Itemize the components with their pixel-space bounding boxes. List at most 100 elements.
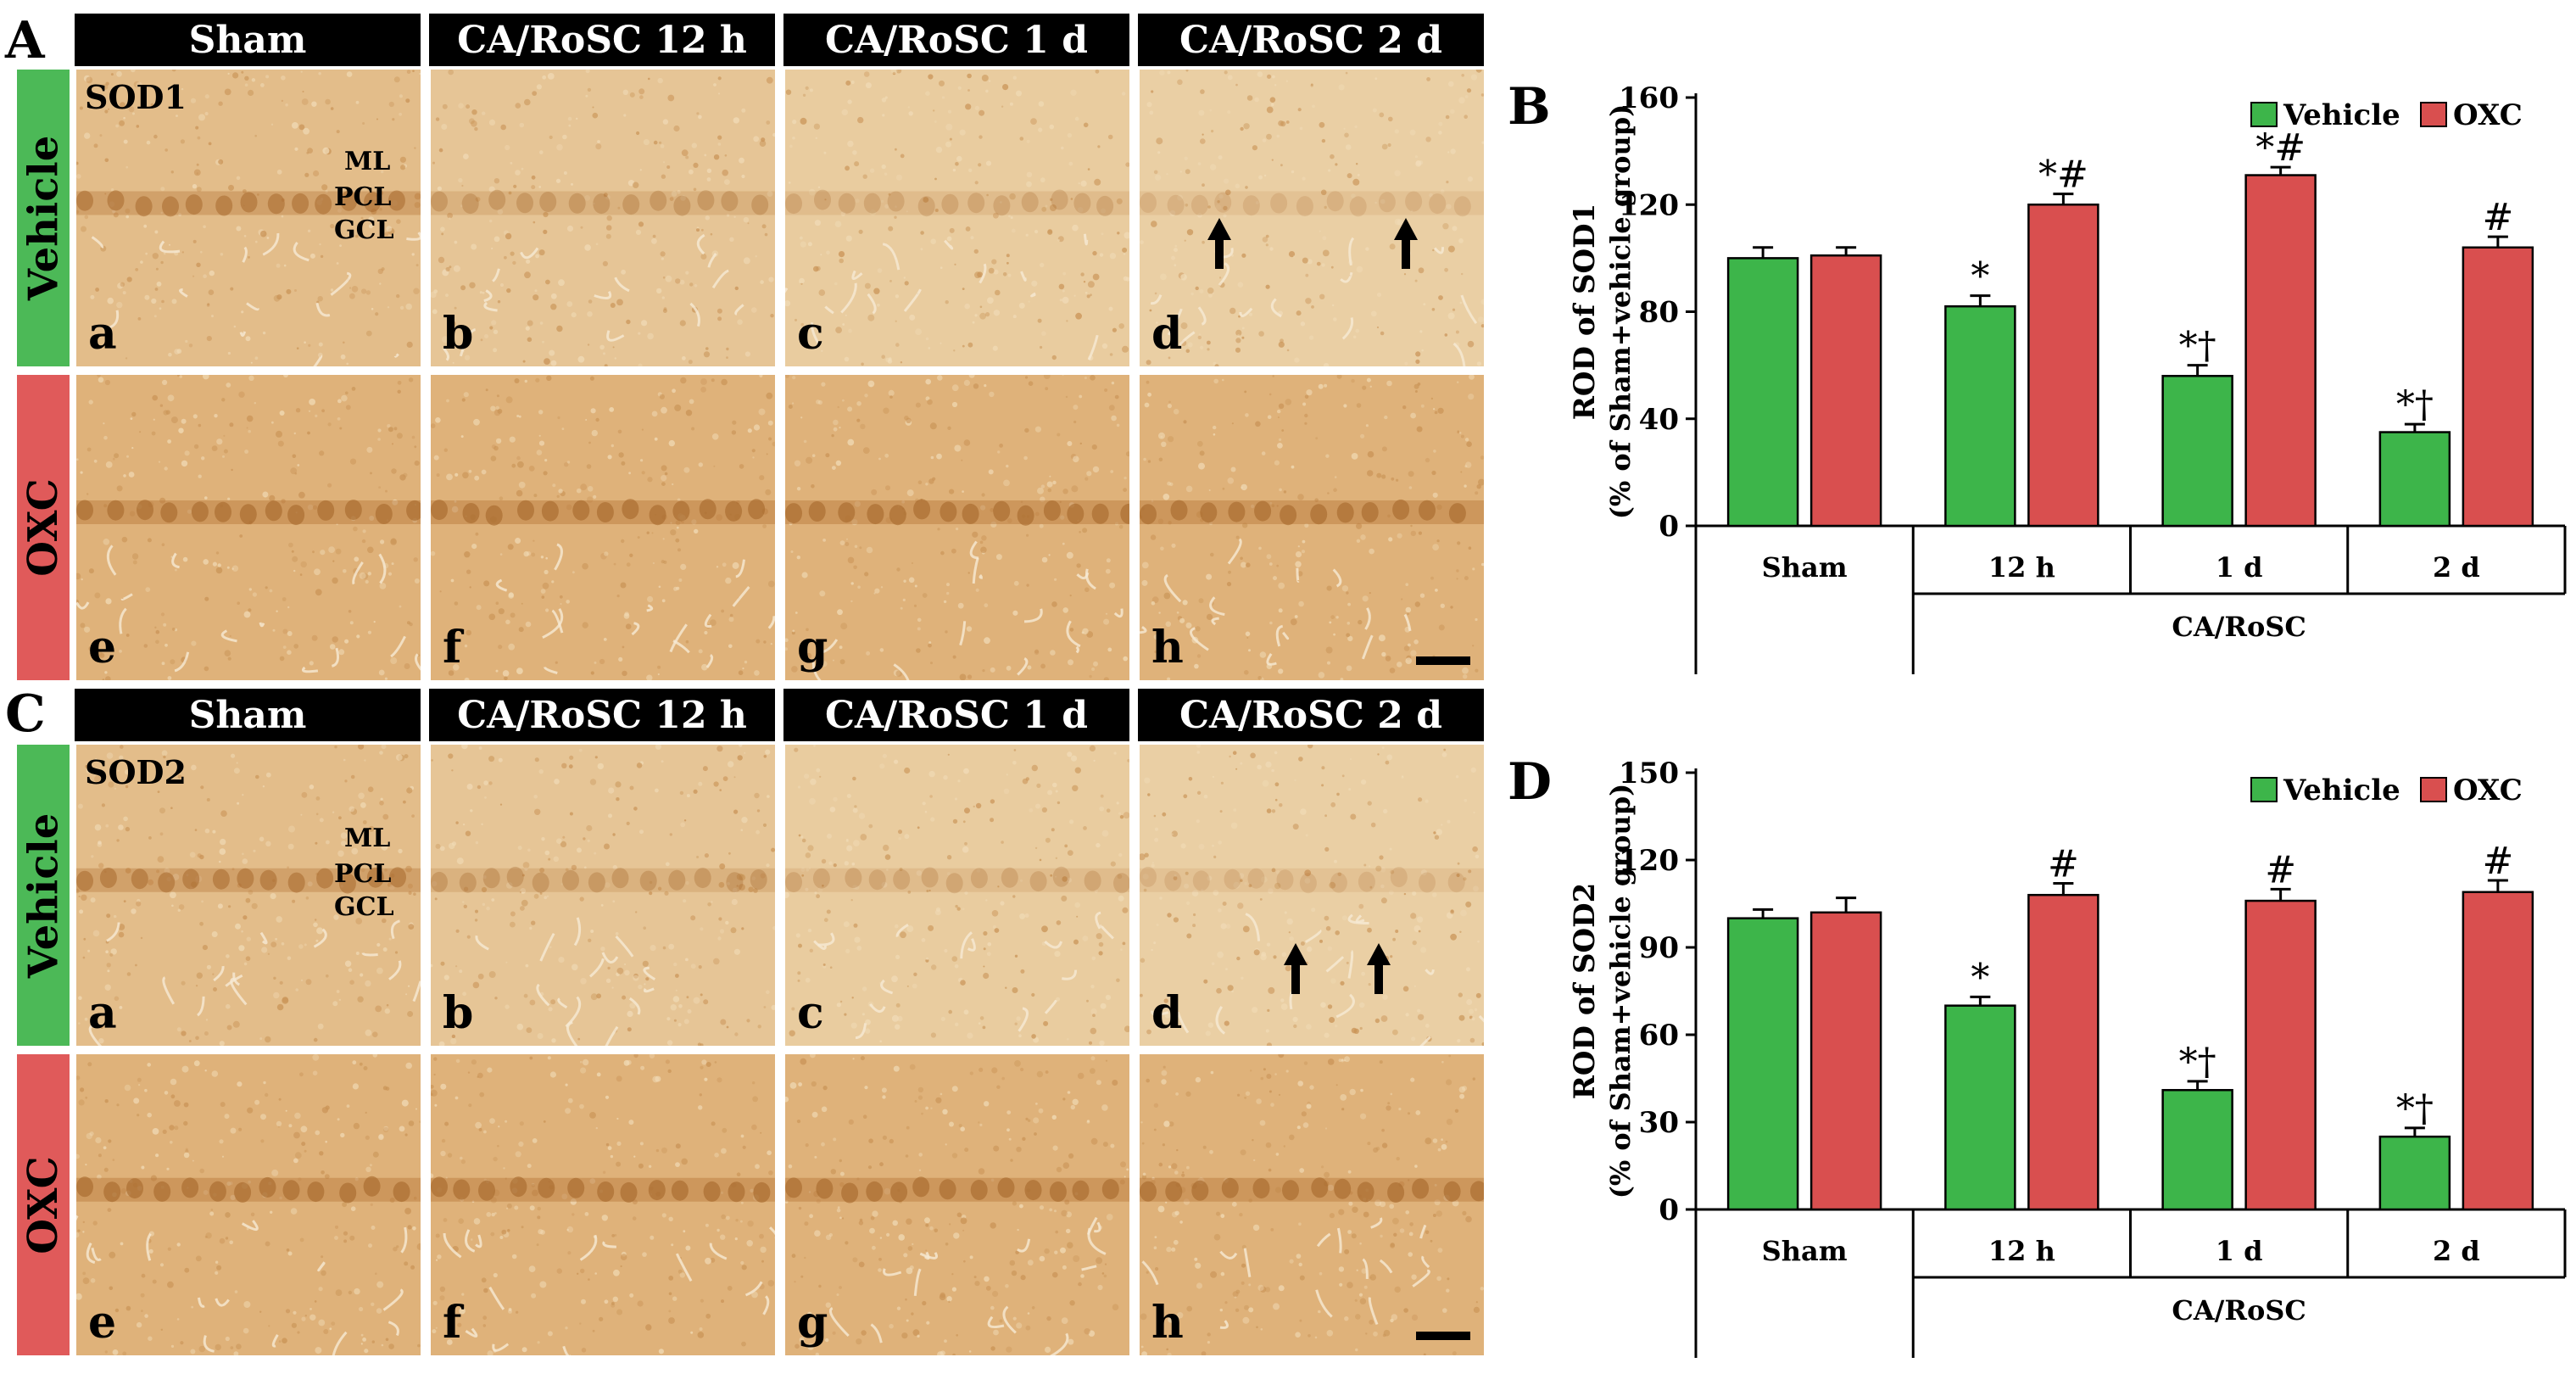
tissue-speckle xyxy=(668,1276,674,1281)
bar xyxy=(2244,899,2317,1211)
tissue-speckle xyxy=(1163,592,1171,600)
tissue-speckle xyxy=(365,1135,370,1140)
tissue-crack xyxy=(536,983,550,1007)
tissue-speckle xyxy=(346,71,353,77)
purkinje-cell xyxy=(673,195,691,216)
tissue-speckle xyxy=(1177,79,1183,86)
tissue-speckle xyxy=(1457,541,1461,545)
tissue-speckle xyxy=(543,229,548,234)
tissue-speckle xyxy=(912,983,917,989)
tissue-speckle xyxy=(999,444,1003,448)
tissue-speckle xyxy=(116,839,120,842)
tissue-speckle xyxy=(138,1084,141,1086)
tissue-speckle xyxy=(1403,892,1407,896)
tissue-speckle xyxy=(105,824,109,828)
tissue-speckle xyxy=(698,1105,703,1110)
tissue-speckle xyxy=(198,423,202,427)
tissue-speckle xyxy=(854,805,857,808)
tissue-speckle xyxy=(1196,819,1200,824)
tissue-speckle xyxy=(888,226,894,232)
tissue-speckle xyxy=(696,856,700,858)
tissue-speckle xyxy=(599,344,605,350)
tissue-speckle xyxy=(126,276,132,282)
tissue-speckle xyxy=(246,1227,249,1231)
tissue-speckle xyxy=(469,586,471,589)
tissue-speckle xyxy=(689,282,694,287)
tissue-speckle xyxy=(198,474,202,478)
tissue-speckle xyxy=(912,1243,914,1245)
tissue-speckle xyxy=(816,768,821,773)
tissue-speckle xyxy=(1006,665,1012,671)
tissue-speckle xyxy=(232,72,239,79)
tissue-speckle xyxy=(661,257,664,260)
tissue-speckle xyxy=(516,455,521,461)
tissue-speckle xyxy=(487,1350,493,1355)
tissue-speckle xyxy=(660,144,665,148)
tissue-speckle xyxy=(542,340,544,344)
tissue-speckle xyxy=(661,406,667,414)
purkinje-layer-band xyxy=(785,191,1129,215)
tissue-speckle xyxy=(1144,402,1150,408)
tissue-speckle xyxy=(649,880,653,885)
tissue-speckle xyxy=(455,929,460,933)
tissue-speckle xyxy=(1237,902,1244,909)
tissue-speckle xyxy=(1235,83,1238,87)
tissue-speckle xyxy=(1062,542,1065,545)
tissue-speckle xyxy=(1101,343,1108,349)
tissue-speckle xyxy=(655,788,659,793)
tissue-speckle xyxy=(1174,264,1177,267)
tissue-speckle xyxy=(466,104,471,109)
tissue-speckle xyxy=(1445,114,1450,120)
tissue-speckle xyxy=(462,991,466,997)
tissue-speckle xyxy=(431,963,433,968)
tissue-speckle xyxy=(1051,601,1057,607)
bar xyxy=(1726,917,1799,1211)
tissue-speckle xyxy=(947,426,951,430)
tissue-speckle xyxy=(1113,751,1117,755)
tissue-speckle xyxy=(1121,92,1126,96)
tissue-speckle xyxy=(82,1271,86,1276)
tissue-speckle xyxy=(1279,488,1282,492)
tissue-speckle xyxy=(1433,831,1436,835)
tissue-speckle xyxy=(763,640,767,644)
tissue-speckle xyxy=(988,267,995,274)
tissue-speckle xyxy=(90,294,95,299)
tissue-speckle xyxy=(1466,999,1473,1005)
tissue-speckle xyxy=(985,1286,991,1291)
tissue-speckle xyxy=(318,1287,323,1292)
tissue-speckle xyxy=(754,792,760,799)
micrograph-image xyxy=(785,1054,1129,1355)
tissue-speckle xyxy=(877,268,883,273)
tissue-speckle xyxy=(718,881,725,888)
tissue-speckle xyxy=(230,1127,237,1134)
tissue-speckle xyxy=(1436,1276,1441,1282)
tissue-speckle xyxy=(488,119,496,126)
tissue-speckle xyxy=(1299,1319,1302,1322)
tissue-speckle xyxy=(506,288,511,293)
tissue-speckle xyxy=(836,1208,841,1213)
tissue-speckle xyxy=(967,89,970,92)
tissue-speckle xyxy=(293,1158,298,1164)
tissue-speckle xyxy=(1319,121,1325,128)
tissue-speckle xyxy=(810,1054,816,1058)
tissue-speckle xyxy=(560,603,562,605)
tissue-speckle xyxy=(446,399,449,403)
tissue-speckle xyxy=(934,209,939,212)
tissue-speckle xyxy=(993,269,999,275)
tissue-speckle xyxy=(755,1164,760,1170)
tissue-speckle xyxy=(473,1218,481,1225)
tissue-speckle xyxy=(1216,987,1222,994)
tissue-speckle xyxy=(1185,871,1189,875)
tissue-speckle xyxy=(324,1174,330,1179)
purkinje-cell xyxy=(1270,193,1288,214)
row-tag-label: Vehicle xyxy=(20,135,68,301)
tissue-speckle xyxy=(1367,470,1374,477)
tissue-speckle xyxy=(556,143,563,151)
tissue-speckle xyxy=(220,810,227,817)
tissue-speckle xyxy=(885,485,890,491)
tissue-speckle xyxy=(349,621,354,625)
tissue-speckle xyxy=(864,1086,868,1090)
purkinje-cell xyxy=(1096,195,1114,216)
tissue-speckle xyxy=(839,1286,842,1289)
tissue-speckle xyxy=(1119,815,1124,819)
